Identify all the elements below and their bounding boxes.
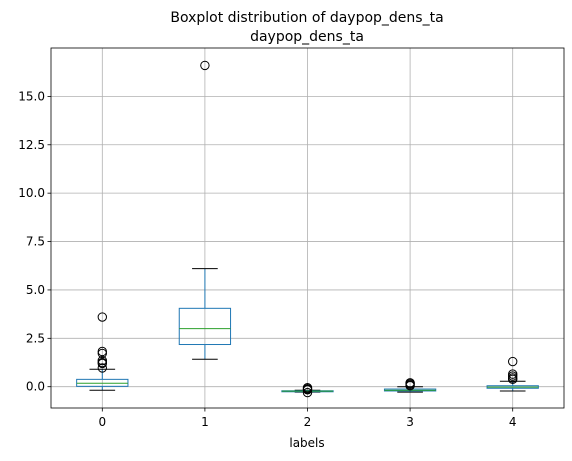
outlier-point [508,374,518,385]
box-3 [383,378,437,393]
outlier-point [97,348,108,359]
box-2 [281,382,334,398]
y-tick-label: 7.5 [26,235,45,249]
chart-title: Boxplot distribution of daypop_dens_ta [170,10,443,26]
y-tick-label: 10.0 [18,186,45,200]
outlier-point [508,356,518,367]
box-4 [486,356,539,392]
outlier-point [97,363,108,373]
box-group [76,60,539,398]
box-0 [76,312,129,391]
outlier-point [302,387,313,398]
y-tick-label: 2.5 [26,331,45,345]
y-tick-label: 12.5 [18,138,45,152]
x-axis-label: labels [289,436,324,450]
x-tick-label: 3 [406,415,414,429]
x-axis: 0 1 2 3 4 [98,408,517,429]
outlier-point [97,312,108,322]
grid-lines [51,48,564,408]
iqr-box [178,307,232,346]
box-1 [178,60,232,360]
outlier-point [97,358,108,369]
outlier-point [405,381,415,391]
outlier-point [200,60,210,71]
y-tick-label: 5.0 [26,283,45,297]
x-tick-label: 4 [509,415,517,429]
x-tick-label: 2 [304,415,312,429]
y-tick-label: 15.0 [18,89,45,103]
outlier-point [302,385,313,395]
x-tick-label: 0 [98,415,106,429]
y-tick-label: 0.0 [26,380,45,394]
y-axis: 0.0 2.5 5.0 7.5 10.0 12.5 15.0 [18,89,51,394]
chart-subtitle: daypop_dens_ta [250,29,364,45]
x-tick-label: 1 [201,415,209,429]
